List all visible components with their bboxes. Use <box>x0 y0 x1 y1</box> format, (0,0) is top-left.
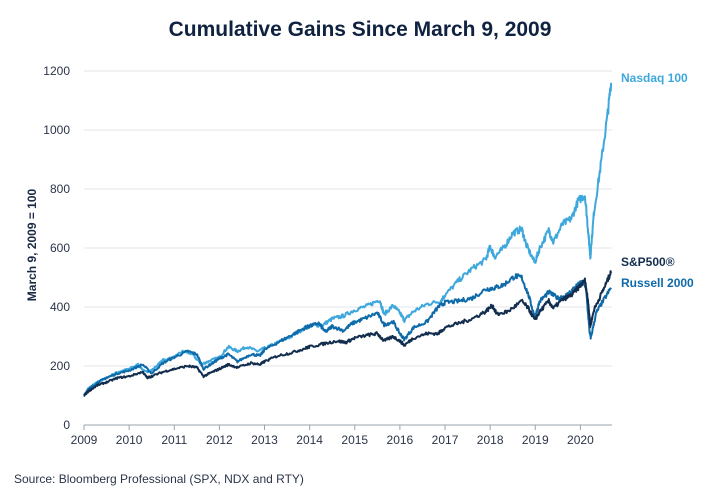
x-axis-ticks: 2009 2010 2011 2012 2013 2014 2015 2016 2017 2018… <box>71 425 594 447</box>
x-tick-label: 2016 <box>387 433 414 447</box>
y-axis-label: March 9, 2009 = 100 <box>25 188 39 301</box>
x-tick-label: 2014 <box>296 433 323 447</box>
x-tick-label: 2015 <box>341 433 368 447</box>
series-label-1: Russell 2000 <box>621 276 694 290</box>
x-tick-label: 2017 <box>432 433 459 447</box>
x-tick-label: 2018 <box>477 433 504 447</box>
y-tick-label: 0 <box>63 418 70 432</box>
y-tick-label: 200 <box>50 359 70 373</box>
series-line-1 <box>83 273 612 397</box>
series-label-2: S&P500® <box>621 255 675 269</box>
y-tick-label: 1000 <box>43 123 70 137</box>
series-labels: Nasdaq 100 Russell 2000 S&P500® <box>621 71 694 290</box>
series-label-0: Nasdaq 100 <box>621 71 688 85</box>
x-tick-label: 2019 <box>522 433 549 447</box>
source-note: Source: Bloomberg Professional (SPX, NDX… <box>14 472 304 486</box>
x-tick-label: 2010 <box>116 433 143 447</box>
x-tick-label: 2020 <box>567 433 594 447</box>
x-tick-label: 2013 <box>251 433 278 447</box>
series-lines <box>83 82 613 397</box>
y-tick-label: 800 <box>50 182 70 196</box>
x-tick-label: 2009 <box>71 433 98 447</box>
x-tick-label: 2012 <box>206 433 233 447</box>
series-line-2 <box>83 270 613 397</box>
y-tick-label: 1200 <box>43 64 70 78</box>
x-tick-label: 2011 <box>161 433 187 447</box>
chart-title: Cumulative Gains Since March 9, 2009 <box>168 18 552 41</box>
y-tick-label: 400 <box>50 300 70 314</box>
y-tick-label: 600 <box>50 241 70 255</box>
y-axis-ticks: 0 200 400 600 800 1000 1200 <box>43 64 70 432</box>
gridlines <box>84 70 612 367</box>
